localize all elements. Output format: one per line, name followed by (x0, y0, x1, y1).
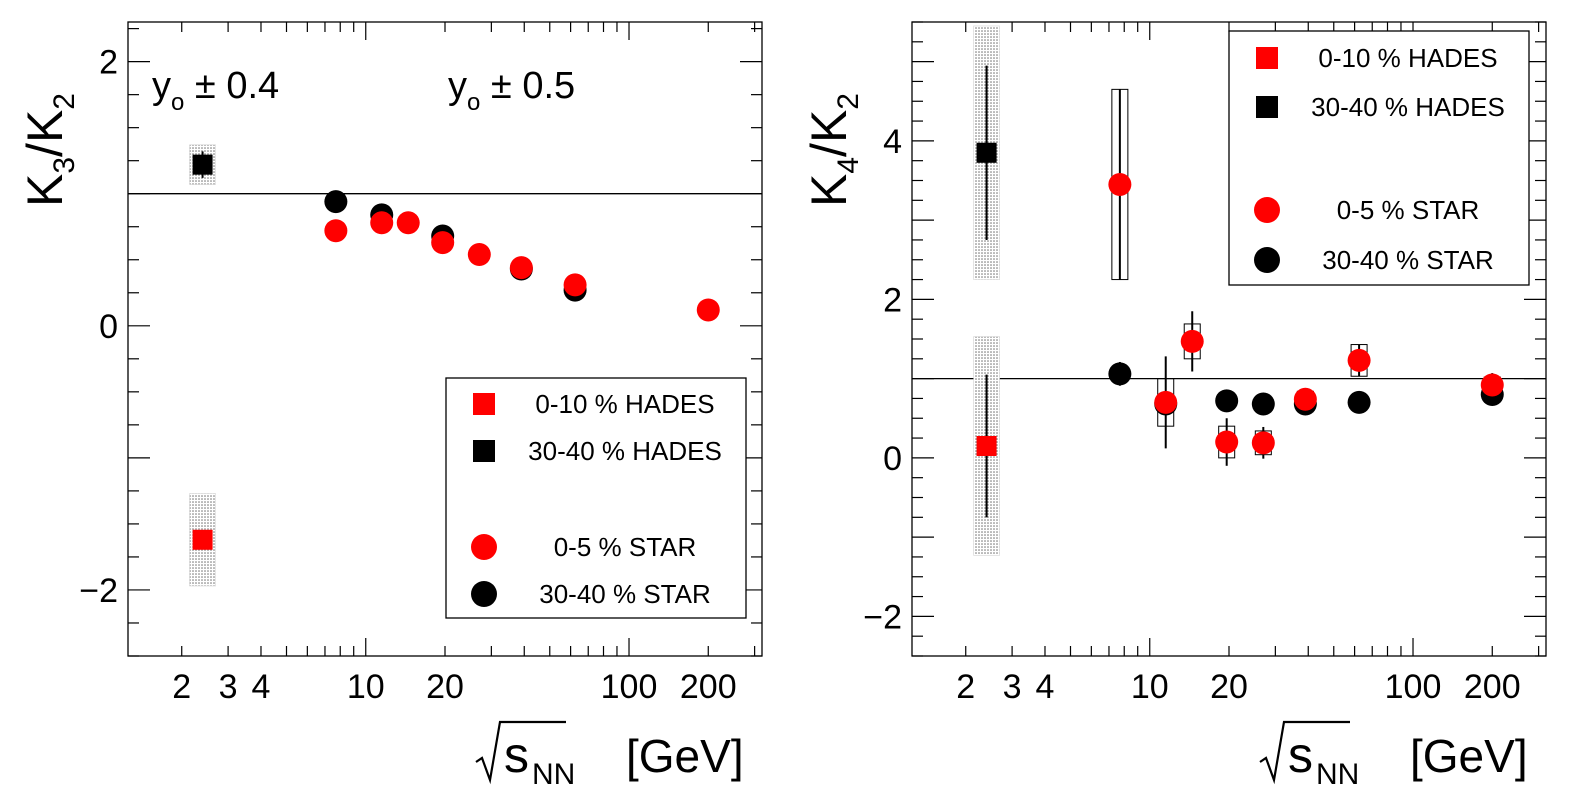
x-tick-label: 2 (172, 668, 191, 706)
legend-marker-square (1256, 96, 1278, 118)
data-point-circle (467, 242, 491, 266)
legend-label: 0-5 % STAR (1337, 195, 1480, 225)
legend-marker-square (473, 393, 495, 415)
x-tick-label: 3 (219, 668, 238, 706)
data-point-circle (1251, 431, 1275, 455)
y-tick-label: 0 (99, 308, 118, 346)
annot-range: ± 0.5 (480, 65, 575, 107)
sqrt-symbol (1259, 720, 1350, 785)
y-axis-label: K3/K2 (17, 93, 81, 207)
legend-label: 0-10 % HADES (1318, 43, 1497, 73)
y-label-slash: /K (801, 110, 857, 157)
legend-marker-circle (471, 534, 497, 560)
data-point-circle (1347, 390, 1371, 414)
rapidity-annotation: yo ± 0.4 (152, 65, 279, 116)
annot-sub: o (467, 89, 480, 116)
legend-marker-circle (471, 581, 497, 607)
legend-marker-circle (1254, 247, 1280, 273)
legend-label: 30-40 % STAR (1322, 245, 1493, 275)
x-tick-label: 200 (1464, 668, 1521, 706)
y-tick-label: 2 (99, 44, 118, 82)
y-label-den-sub: 2 (832, 93, 865, 110)
x-axis-label-unit: [GeV] (626, 730, 744, 782)
annot-y: y (448, 65, 467, 107)
y-label-den-sub: 2 (48, 93, 81, 110)
y-label-num-sub: 3 (48, 157, 81, 174)
data-point-circle (1108, 172, 1132, 196)
legend-label: 0-10 % HADES (535, 389, 714, 419)
data-point-square (192, 154, 213, 175)
data-point-circle (1180, 329, 1204, 353)
x-axis-label-sub: NN (532, 758, 575, 791)
y-tick-label: 4 (883, 123, 902, 161)
legend-label: 30-40 % HADES (528, 436, 722, 466)
rapidity-annotation: yo ± 0.5 (448, 65, 575, 116)
data-point-circle (509, 256, 533, 280)
legend-marker-circle (1254, 197, 1280, 223)
x-axis-label-s: s (504, 727, 529, 783)
data-point-circle (1251, 392, 1275, 416)
x-axis-label-unit: [GeV] (1410, 730, 1528, 782)
data-point-circle (1293, 387, 1317, 411)
x-tick-label: 100 (601, 668, 658, 706)
legend-marker-square (1256, 47, 1278, 69)
data-point-circle (324, 219, 348, 243)
x-tick-label: 3 (1003, 668, 1022, 706)
data-point-square (192, 529, 213, 550)
data-point-circle (396, 211, 420, 235)
data-point-circle (563, 273, 587, 297)
data-point-circle (1154, 390, 1178, 414)
y-label-k: K (17, 174, 73, 207)
data-point-circle (1215, 389, 1239, 413)
x-tick-label: 10 (347, 668, 385, 706)
data-point-circle (696, 298, 720, 322)
data-point-circle (1347, 348, 1371, 372)
x-tick-label: 20 (1210, 668, 1248, 706)
data-point-circle (324, 190, 348, 214)
data-point-square (976, 142, 997, 163)
x-axis-label-sub: NN (1316, 758, 1359, 791)
x-tick-label: 20 (426, 668, 464, 706)
y-tick-label: −2 (79, 572, 118, 610)
legend-marker-square (473, 440, 495, 462)
legend-box (1228, 30, 1530, 286)
x-tick-label: 2 (956, 668, 975, 706)
y-tick-label: 2 (883, 281, 902, 319)
annot-range: ± 0.4 (184, 65, 279, 107)
sqrt-symbol (475, 720, 566, 785)
y-label-slash: /K (17, 110, 73, 157)
y-tick-label: 0 (883, 440, 902, 478)
y-tick-label: −2 (863, 598, 902, 636)
data-point-circle (431, 231, 455, 255)
x-tick-label: 4 (1036, 668, 1055, 706)
x-tick-label: 100 (1385, 668, 1442, 706)
x-tick-label: 10 (1131, 668, 1169, 706)
data-point-circle (1215, 430, 1239, 454)
legend-box (445, 377, 747, 619)
annot-y: y (152, 65, 171, 107)
legend-label: 30-40 % HADES (1311, 92, 1505, 122)
data-point-circle (370, 211, 394, 235)
y-axis-label: K4/K2 (801, 93, 865, 207)
x-tick-label: 4 (252, 668, 271, 706)
y-label-num-sub: 4 (832, 157, 865, 174)
annot-sub: o (171, 89, 184, 116)
data-point-circle (1108, 362, 1132, 386)
data-point-circle (1480, 373, 1504, 397)
x-axis-label-s: s (1288, 727, 1313, 783)
data-point-square (976, 435, 997, 456)
y-label-k: K (801, 174, 857, 207)
x-tick-label: 200 (680, 668, 737, 706)
legend-label: 30-40 % STAR (539, 579, 710, 609)
legend-label: 0-5 % STAR (554, 532, 697, 562)
